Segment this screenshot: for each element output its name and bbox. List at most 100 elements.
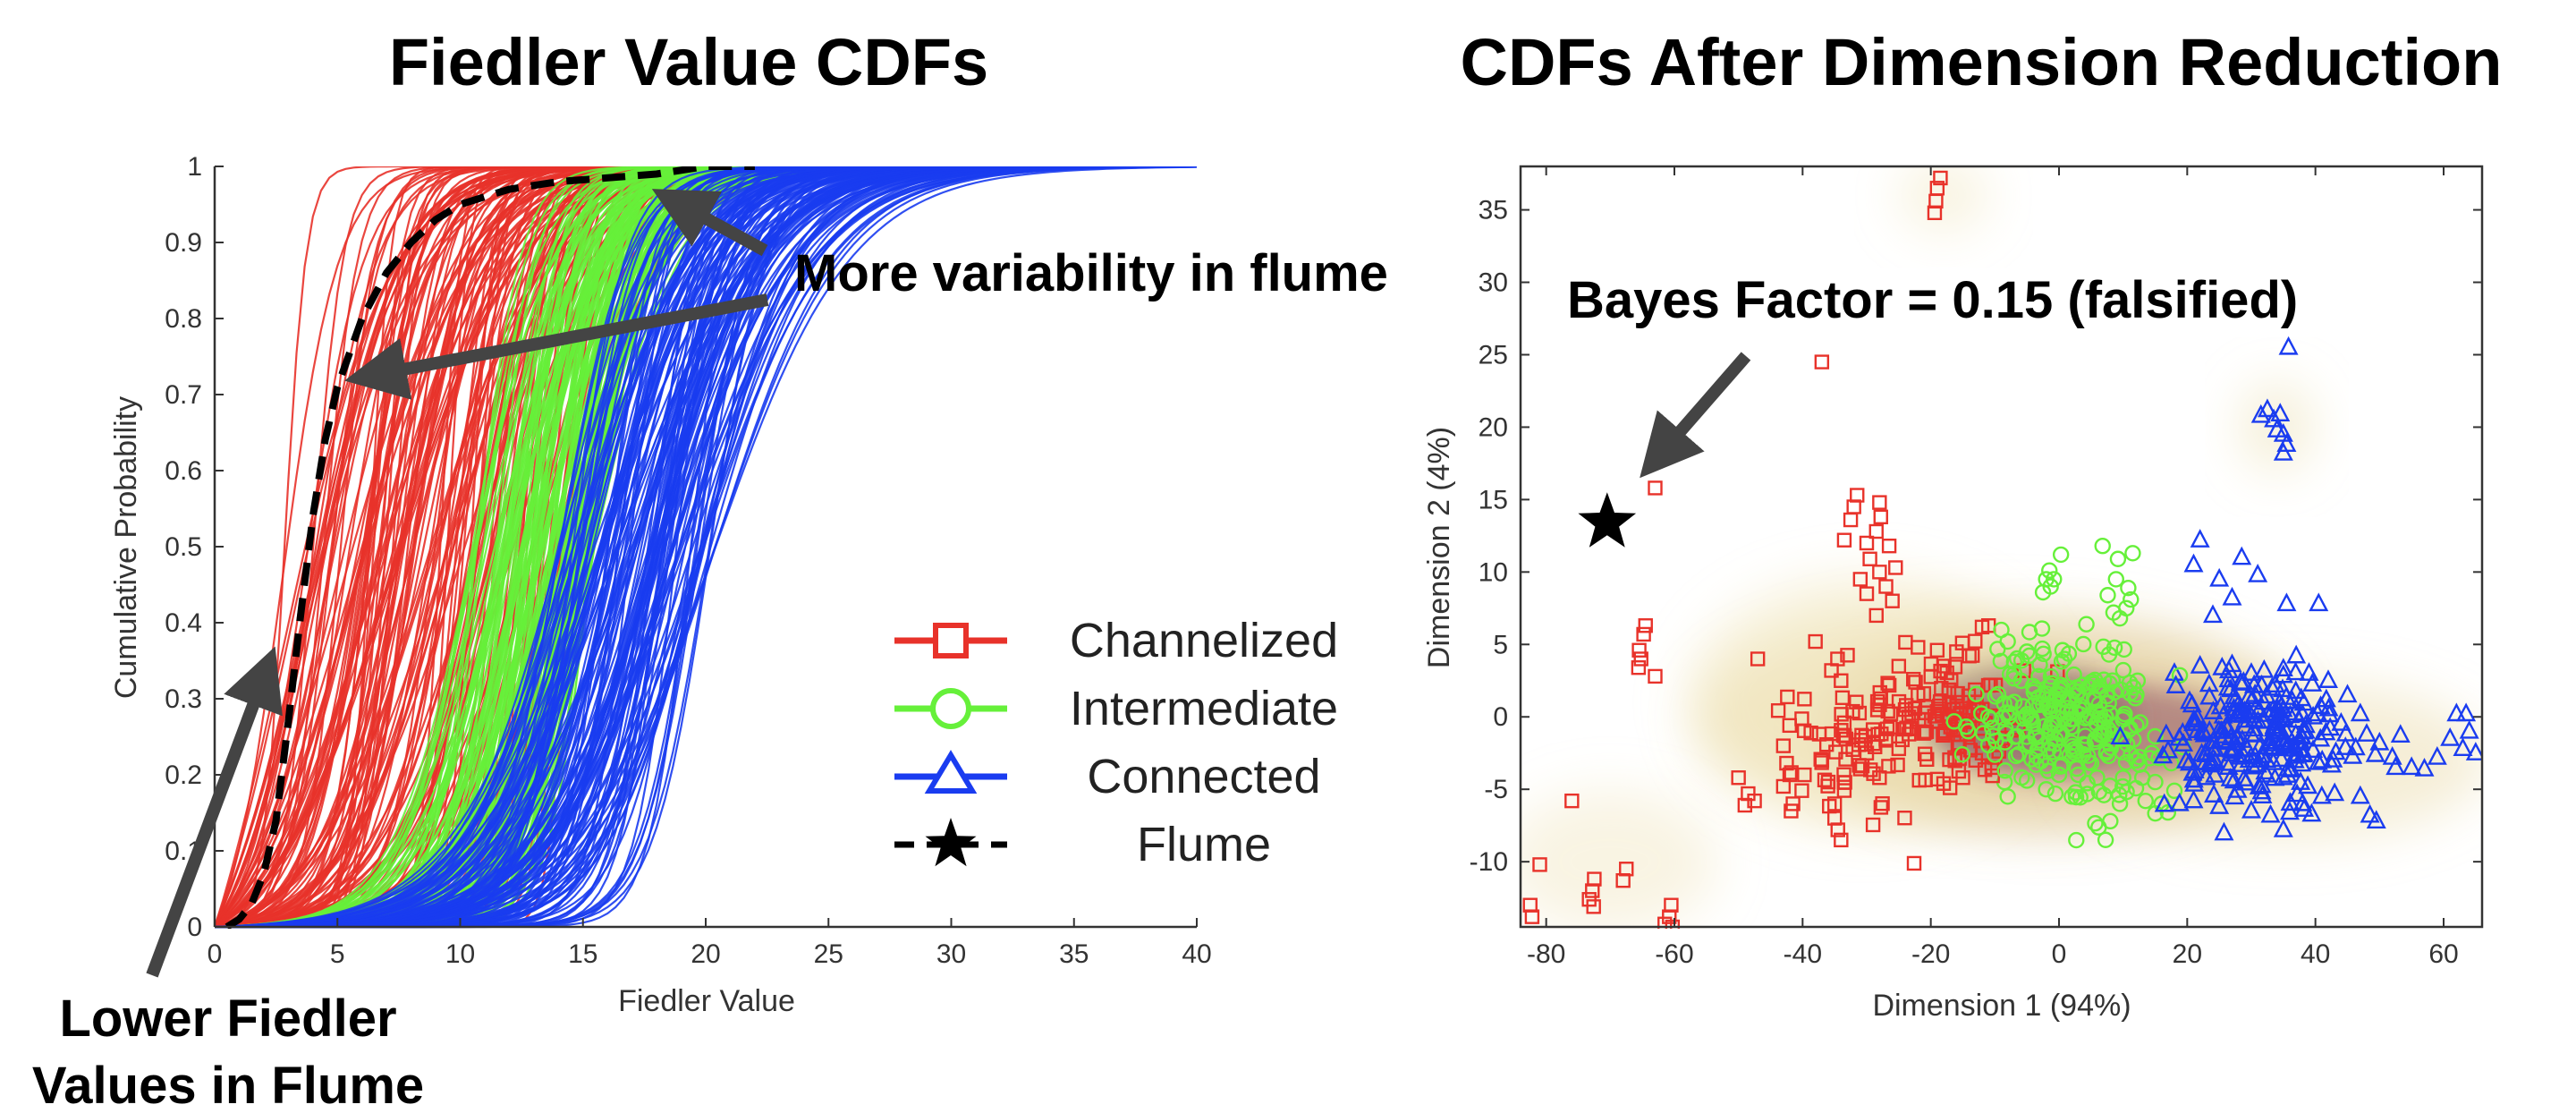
cluster-point-intermediate bbox=[2052, 758, 2069, 775]
cluster-point-intermediate bbox=[2117, 753, 2135, 771]
cluster-point-channelized bbox=[1828, 744, 1843, 760]
scatter-points bbox=[1522, 170, 2482, 929]
cluster-point-intermediate bbox=[2048, 716, 2066, 734]
density-blob bbox=[1899, 166, 1988, 232]
cluster-point-connected bbox=[2218, 659, 2239, 679]
point-channelized bbox=[1775, 738, 1792, 753]
cluster-point-intermediate bbox=[2026, 680, 2044, 698]
right-y-tick-label: 0 bbox=[1493, 702, 1508, 732]
point-connected bbox=[2337, 684, 2358, 703]
cdf-curve-channelized bbox=[215, 166, 1197, 929]
cluster-point-intermediate bbox=[1968, 685, 1985, 702]
right-x-tick-label: -40 bbox=[1784, 939, 1822, 969]
point-channelized bbox=[1747, 793, 1762, 809]
left-x-tick-label: 5 bbox=[330, 939, 345, 969]
cluster-point-connected bbox=[2310, 695, 2331, 714]
cluster-point-connected bbox=[2269, 720, 2290, 740]
cluster-point-intermediate bbox=[1987, 688, 2004, 705]
left-axes: 0 5 10 15 20 25 30 35 4000.10.20.30.40.50.60.70.… bbox=[165, 152, 1211, 969]
point-channelized bbox=[1636, 626, 1651, 642]
point-connected bbox=[2440, 726, 2461, 746]
cluster-point-connected bbox=[2295, 719, 2316, 739]
point-channelized bbox=[1633, 651, 1648, 667]
cdf-curve-connected bbox=[215, 166, 1197, 929]
point-intermediate bbox=[1999, 788, 2016, 805]
cluster-point-channelized bbox=[1965, 648, 1980, 663]
cluster-point-channelized bbox=[1933, 663, 1948, 679]
point-intermediate bbox=[2041, 562, 2058, 579]
right-axes: -80 -60 -40 -20 0 20 40 60 -10 -5 0 5 10 15 20 25 30 35 bbox=[1470, 165, 2484, 969]
cluster-point-intermediate bbox=[1960, 723, 1977, 740]
cluster-point-connected bbox=[2273, 766, 2293, 786]
cluster-point-channelized bbox=[1934, 681, 1949, 696]
cluster-point-channelized bbox=[1869, 702, 1885, 718]
cdf-curve-channelized bbox=[214, 166, 1197, 929]
point-channelized bbox=[1872, 495, 1887, 510]
cluster-point-channelized bbox=[1894, 732, 1911, 748]
point-connected bbox=[2276, 592, 2297, 612]
left-annotations: More variability in flume Lower Fiedler … bbox=[32, 189, 1388, 1113]
cluster-point-intermediate bbox=[2127, 690, 2144, 707]
cluster-point-channelized bbox=[1898, 634, 1913, 650]
point-channelized bbox=[1859, 535, 1875, 551]
cdf-curve-channelized bbox=[214, 166, 1197, 929]
point-channelized bbox=[1891, 741, 1907, 757]
cluster-point-intermediate bbox=[2041, 735, 2059, 752]
cluster-point-intermediate bbox=[2147, 804, 2164, 822]
cdf-curve-channelized bbox=[214, 166, 1197, 929]
cluster-point-channelized bbox=[1919, 724, 1935, 739]
point-channelized bbox=[1524, 909, 1540, 924]
cluster-point-connected bbox=[2308, 751, 2328, 770]
cluster-point-channelized bbox=[1929, 704, 1945, 719]
cluster-point-channelized bbox=[1797, 692, 1812, 707]
cluster-point-channelized bbox=[1911, 772, 1927, 788]
point-connected bbox=[2350, 785, 2370, 804]
cluster-point-intermediate bbox=[2068, 831, 2085, 849]
cluster-point-intermediate bbox=[2078, 616, 2095, 633]
cluster-point-channelized bbox=[1780, 689, 1795, 705]
cluster-point-channelized bbox=[1944, 673, 1959, 688]
cluster-point-intermediate bbox=[2097, 831, 2114, 848]
cluster-point-channelized bbox=[1968, 633, 1983, 649]
cluster-point-connected bbox=[2293, 743, 2314, 762]
cluster-point-connected bbox=[2199, 685, 2220, 705]
cluster-point-intermediate bbox=[2005, 670, 2022, 687]
cluster-point-connected bbox=[2247, 753, 2267, 773]
legend-label: Channelized bbox=[1070, 614, 1338, 667]
point-channelized bbox=[1638, 618, 1653, 633]
point-connected bbox=[2309, 592, 2329, 612]
cluster-point-connected bbox=[2301, 803, 2322, 822]
point-connected bbox=[2366, 810, 2386, 829]
left-x-tick-label: 25 bbox=[814, 939, 843, 969]
cluster-point-intermediate bbox=[2053, 725, 2071, 743]
point-connected bbox=[2260, 803, 2281, 823]
cluster-point-channelized bbox=[1834, 723, 1849, 738]
cluster-point-connected bbox=[2262, 676, 2283, 696]
cluster-point-channelized bbox=[1770, 703, 1786, 718]
cluster-point-channelized bbox=[1904, 706, 1919, 721]
cluster-point-intermediate bbox=[2054, 756, 2072, 773]
point-connected bbox=[2350, 702, 2370, 722]
point-channelized bbox=[1775, 778, 1792, 794]
cdf-curve-channelized bbox=[214, 166, 1197, 929]
point-connected bbox=[2369, 731, 2390, 751]
cluster-point-intermediate bbox=[2095, 726, 2112, 743]
point-intermediate bbox=[2038, 780, 2055, 798]
point-intermediate bbox=[2099, 587, 2116, 604]
cluster-point-intermediate bbox=[2089, 703, 2106, 721]
cluster-point-connected bbox=[2203, 701, 2224, 719]
left-x-axis-label: Fiedler Value bbox=[618, 984, 795, 1018]
cluster-point-channelized bbox=[1873, 800, 1889, 815]
cluster-point-connected bbox=[2110, 726, 2131, 745]
cluster-point-intermediate bbox=[2005, 693, 2023, 710]
point-channelized bbox=[1881, 538, 1897, 554]
cluster-point-connected bbox=[2213, 704, 2233, 724]
cluster-point-connected bbox=[2249, 776, 2269, 794]
point-channelized bbox=[1868, 523, 1884, 540]
cluster-point-channelized bbox=[1980, 677, 1996, 693]
point-channelized bbox=[1737, 797, 1753, 813]
legend-circle-marker bbox=[930, 688, 971, 729]
cluster-point-connected bbox=[2173, 722, 2193, 741]
point-channelized bbox=[1836, 532, 1852, 548]
point-intermediate bbox=[2042, 578, 2059, 595]
